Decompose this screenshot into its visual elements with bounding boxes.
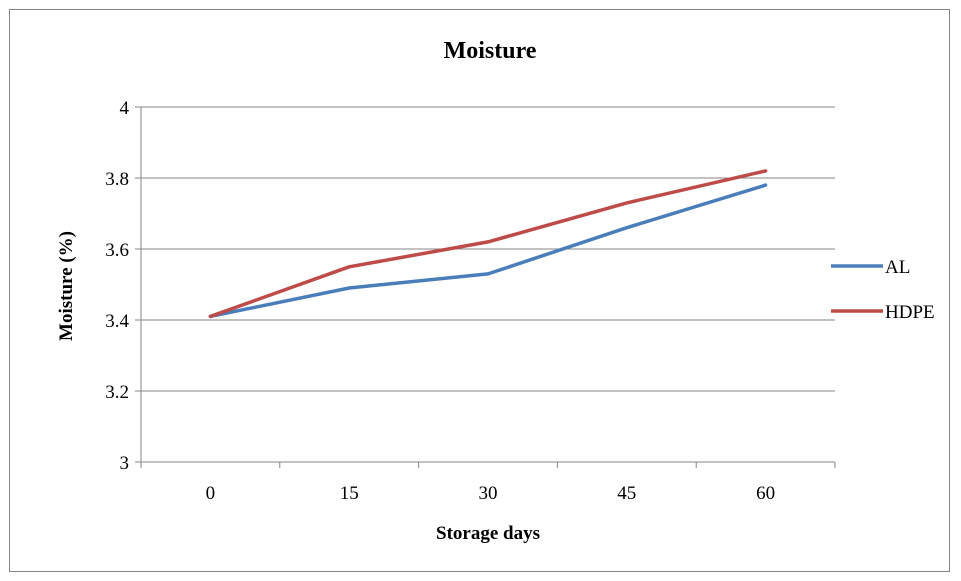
chart-title: Moisture xyxy=(444,38,537,64)
y-tick-label: 3 xyxy=(120,453,130,474)
series-line-hdpe xyxy=(208,169,768,319)
chart-area xyxy=(9,9,950,572)
x-tick-label: 30 xyxy=(479,483,498,504)
series-lines xyxy=(208,169,768,319)
legend-label-hdpe: HDPE xyxy=(885,302,935,323)
x-tick-label: 60 xyxy=(756,483,775,504)
x-axis-title: Storage days xyxy=(436,523,540,544)
y-axis-title: Moisture (%) xyxy=(56,231,77,341)
axes xyxy=(135,106,836,468)
series-line-al xyxy=(208,183,768,319)
y-tick-label: 3.4 xyxy=(105,311,129,332)
x-tick-label: 15 xyxy=(340,483,359,504)
y-tick-label: 3.8 xyxy=(105,169,129,190)
legend-label-al: AL xyxy=(885,257,910,278)
legend: AL HDPE xyxy=(831,257,935,323)
tick-labels: 3 3.2 3.4 3.6 3.8 4 0 15 30 45 60 xyxy=(105,98,775,504)
y-tick-label: 4 xyxy=(120,98,130,119)
gridlines xyxy=(141,106,835,392)
y-tick-label: 3.2 xyxy=(105,382,129,403)
y-tick-label: 3.6 xyxy=(105,240,129,261)
x-tick-label: 0 xyxy=(206,483,216,504)
x-tick-label: 45 xyxy=(617,483,636,504)
